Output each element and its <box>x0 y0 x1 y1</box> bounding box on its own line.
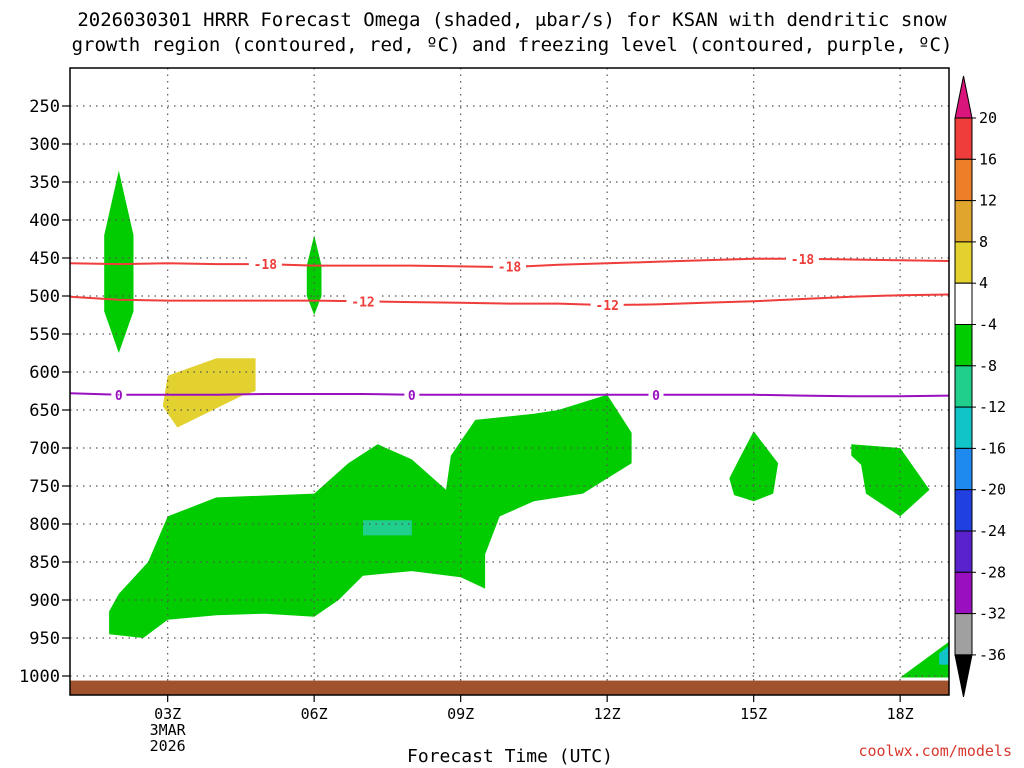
omega-region-3 <box>729 431 779 502</box>
colorbar-band-2 <box>954 200 973 243</box>
x-tick-label-15Z: 15Z <box>740 705 767 723</box>
contour-label-bg-1-0 <box>346 293 380 310</box>
colorbar-label-2: 12 <box>979 192 997 210</box>
y-tick-label-900: 900 <box>29 591 60 611</box>
y-tick-label-800: 800 <box>29 515 60 535</box>
omega-region-6 <box>162 358 256 428</box>
y-tick-label-650: 650 <box>29 401 60 421</box>
colorbar-label-12: -32 <box>979 605 1006 623</box>
x-tick-sublabel-year: 2026 <box>150 737 186 755</box>
y-tick-label-700: 700 <box>29 439 60 459</box>
colorbar-label-13: -36 <box>979 646 1006 664</box>
colorbar-band-12 <box>954 613 973 656</box>
y-axis-ticks: 250 300 350 400 450 500 550 600 650 700 750 800 850 9… <box>19 97 70 687</box>
x-tick-label-12Z: 12Z <box>594 705 621 723</box>
chart-title-line1: 2026030301 HRRR Forecast Omega (shaded, … <box>77 9 947 31</box>
contour-line-1 <box>69 293 950 307</box>
x-axis-label: Forecast Time (UTC) <box>407 746 613 767</box>
colorbar-label-6: -8 <box>979 357 997 375</box>
colorbar-label-1: 16 <box>979 150 997 168</box>
colorbar-top-arrow <box>954 75 973 119</box>
y-tick-label-350: 350 <box>29 173 60 193</box>
contour-label-bg-0-2 <box>786 250 819 267</box>
chart-title-line2: growth region (contoured, red, ºC) and f… <box>72 34 953 56</box>
colorbar-label-9: -20 <box>979 481 1006 499</box>
omega-region-7 <box>363 520 412 536</box>
colorbar-band-9 <box>954 489 973 532</box>
colorbar-label-7: -12 <box>979 398 1006 416</box>
contour-label-2-2: 0 <box>652 389 660 404</box>
colorbar-band-11 <box>954 571 973 615</box>
omega-region-8 <box>939 645 949 665</box>
colorbar-band-10 <box>954 530 973 573</box>
contour-line-2 <box>69 392 950 398</box>
x-tick-sublabel-date: 3MAR <box>150 721 187 739</box>
contour-label-1-0: -12 <box>351 295 374 310</box>
colorbar-band-1 <box>954 158 973 202</box>
colorbar-label-3: 8 <box>979 233 988 251</box>
y-tick-label-400: 400 <box>29 211 60 231</box>
contour-label-0-1: -18 <box>498 260 522 275</box>
ground-surface <box>70 680 949 695</box>
contour-label-bg-2-1 <box>404 386 420 403</box>
colorbar-band-5 <box>954 324 973 367</box>
y-tick-label-950: 950 <box>29 629 60 649</box>
title-group: 2026030301 HRRR Forecast Omega (shaded, … <box>72 9 953 56</box>
contour-layer: -18 -18 -18 -12 -12 0 0 0 <box>69 250 950 404</box>
y-tick-label-300: 300 <box>29 135 60 155</box>
colorbar-label-0: 20 <box>979 109 997 127</box>
omega-region-0 <box>109 394 632 638</box>
colorbar-band-3 <box>954 241 973 284</box>
colorbar-band-7 <box>954 406 973 449</box>
y-tick-label-250: 250 <box>29 97 60 117</box>
contour-label-bg-0-1 <box>493 258 526 275</box>
colorbar-band-8 <box>954 447 973 491</box>
colorbar-band-6 <box>954 365 973 408</box>
omega-region-2 <box>306 235 322 315</box>
y-tick-label-500: 500 <box>29 287 60 307</box>
contour-label-2-0: 0 <box>115 389 123 404</box>
omega-region-4 <box>851 444 930 517</box>
contour-label-bg-2-0 <box>111 386 127 403</box>
omega-region-5 <box>900 641 949 678</box>
plot-frame <box>69 67 950 696</box>
colorbar: 20 16 12 8 4 -4 -8 -12 -16 -20 -24 -28 -32 -36 <box>954 75 1006 697</box>
credit-text: coolwx.com/models <box>858 742 1012 760</box>
ground-layer <box>70 680 949 695</box>
colorbar-label-5: -4 <box>979 316 997 334</box>
contour-label-bg-0-0 <box>248 256 282 273</box>
y-tick-label-450: 450 <box>29 249 60 269</box>
y-tick-label-600: 600 <box>29 363 60 383</box>
colorbar-label-4: 4 <box>979 274 988 292</box>
x-tick-label-18Z: 18Z <box>887 705 914 723</box>
x-tick-label-06Z: 06Z <box>301 705 328 723</box>
omega-region-1 <box>104 170 134 353</box>
contour-label-bg-1-1 <box>590 297 624 314</box>
colorbar-bottom-arrow <box>954 654 973 697</box>
y-tick-label-550: 550 <box>29 325 60 345</box>
contour-label-0-2: -18 <box>791 253 815 268</box>
x-tick-label-09Z: 09Z <box>447 705 474 723</box>
colorbar-label-10: -24 <box>979 522 1006 540</box>
y-tick-label-750: 750 <box>29 477 60 497</box>
colorbar-band-0 <box>954 117 973 160</box>
contour-label-1-1: -12 <box>595 299 618 314</box>
omega-shading-layer <box>104 170 949 678</box>
contour-label-2-1: 0 <box>408 389 416 404</box>
y-tick-label-1000: 1000 <box>19 667 60 687</box>
colorbar-label-11: -28 <box>979 563 1006 581</box>
contour-label-bg-2-2 <box>648 386 664 403</box>
y-tick-label-850: 850 <box>29 553 60 573</box>
contour-label-0-0: -18 <box>254 258 278 273</box>
colorbar-band-4 <box>954 282 973 326</box>
grid-layer <box>70 68 949 695</box>
colorbar-label-8: -16 <box>979 439 1006 457</box>
x-tick-label-03Z: 03Z <box>154 705 181 723</box>
